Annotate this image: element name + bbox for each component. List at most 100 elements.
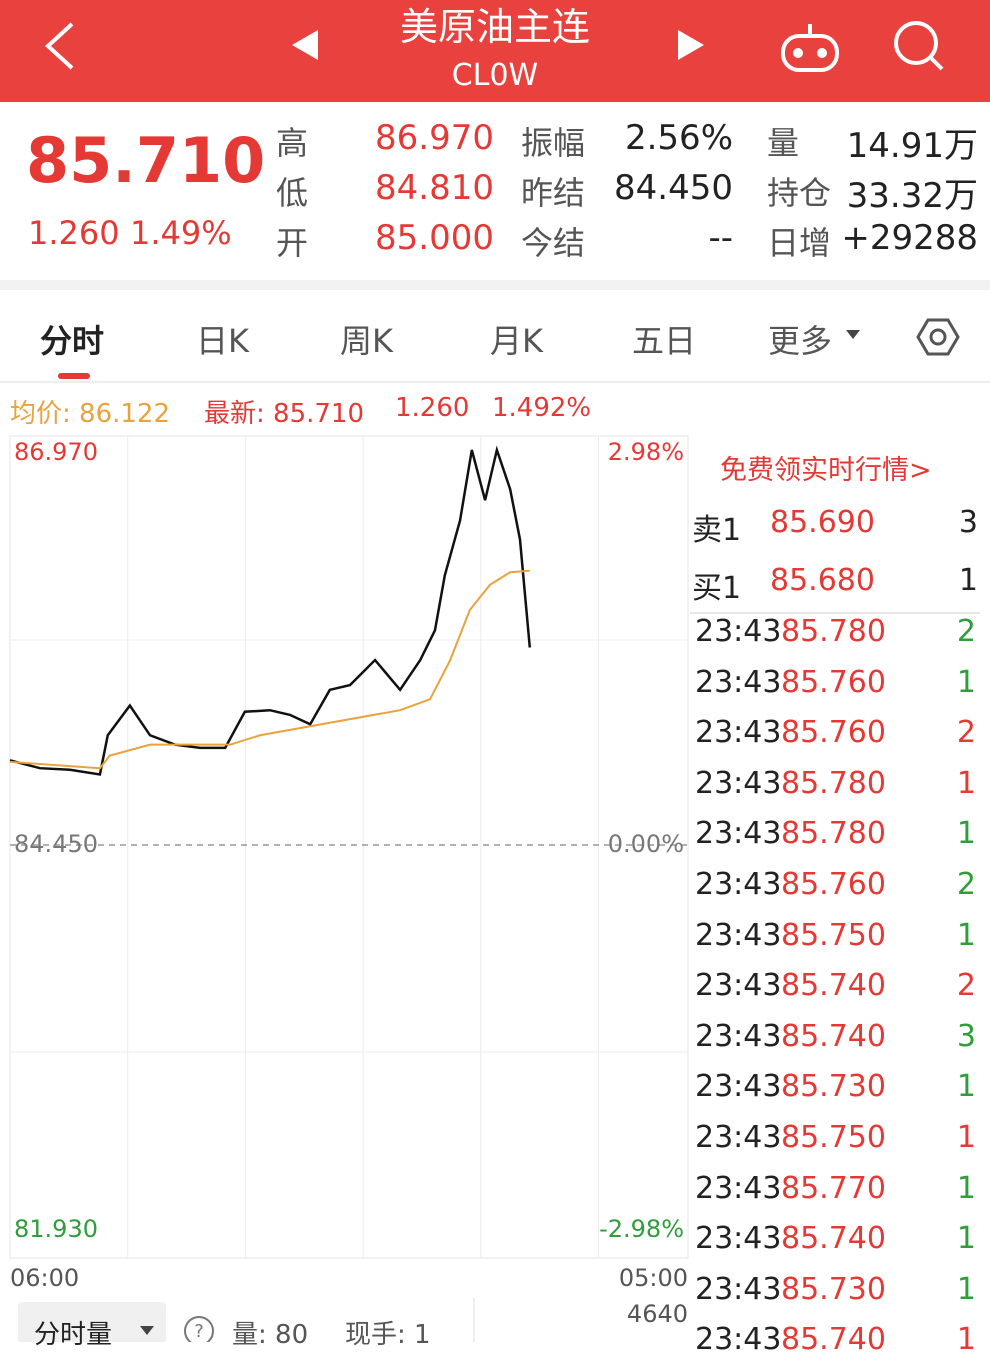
change-pct: 1.49%	[130, 214, 232, 252]
level-label: 卖1	[692, 513, 742, 548]
back-button[interactable]	[45, 22, 74, 70]
tab[interactable]: 周K	[340, 322, 393, 360]
footer-hand: 现手: 1	[345, 1320, 431, 1350]
help-mark: ?	[194, 1321, 204, 1342]
next-button[interactable]	[678, 30, 704, 60]
stat-value: 86.970	[375, 118, 494, 158]
trade-time: 23:43	[695, 1322, 782, 1357]
y2-tick-label: 0.00%	[608, 830, 684, 858]
trade-volume: 1	[956, 765, 976, 801]
promo[interactable]: 免费领实时行情>	[720, 455, 932, 486]
latest-change: 1.260	[395, 393, 470, 423]
stat-label: 今结	[521, 224, 586, 262]
trade-price: 85.740	[781, 968, 886, 1004]
stat-label: 低	[276, 174, 309, 212]
selector-arrow	[140, 1326, 154, 1335]
trade-volume: 2	[956, 867, 976, 902]
change: 1.260	[28, 214, 120, 252]
stat-value: 85.000	[375, 218, 494, 258]
trade-price: 85.760	[781, 664, 886, 700]
tab[interactable]: 日K	[196, 322, 249, 360]
trade-time: 23:43	[695, 1221, 782, 1257]
trade-time: 23:43	[695, 1120, 782, 1155]
trade-volume: 1	[956, 1170, 976, 1206]
level-volume: 3	[958, 505, 978, 540]
trade-volume: 1	[956, 816, 976, 852]
trade-time: 23:43	[695, 816, 782, 852]
trade-price: 85.760	[781, 715, 886, 751]
volume-scale: 4640	[626, 1300, 688, 1328]
plot-frame	[9, 435, 689, 1259]
trade-time: 23:43	[695, 664, 782, 700]
help-icon[interactable]	[184, 1316, 214, 1342]
trade-volume: 1	[956, 1271, 976, 1307]
tab[interactable]: 更多	[768, 322, 833, 360]
trade-price: 85.780	[781, 816, 886, 852]
trade-time: 23:43	[695, 765, 782, 801]
trade-price: 85.780	[781, 765, 886, 801]
stat-value: 84.810	[375, 168, 494, 208]
avg-price: 均价: 86.122	[10, 399, 170, 429]
stat-value: +29288	[841, 218, 978, 258]
footer-volume: 量: 80	[232, 1320, 309, 1350]
chart: 81.930 84.450 86.970 -2.98% 0.00% 2.98% 06:00 0…	[9, 435, 689, 1292]
price-line	[9, 569, 530, 770]
trade-time: 23:43	[695, 715, 782, 751]
stat-label: 量	[767, 124, 800, 162]
level-label: 买1	[692, 571, 742, 606]
y2-tick-label: -2.98%	[599, 1215, 684, 1243]
x-tick-label: 05:00	[619, 1264, 688, 1292]
tab[interactable]: 分时	[40, 322, 105, 360]
y2-tick-label: 2.98%	[608, 438, 684, 466]
selector-label[interactable]: 分时量	[34, 1320, 113, 1350]
code: CL0W	[451, 58, 539, 93]
trade-volume: 1	[956, 664, 976, 700]
trade-price: 85.770	[781, 1170, 886, 1206]
settings-icon[interactable]	[916, 318, 960, 356]
trade-volume: 1	[956, 1322, 976, 1357]
trade-volume: 1	[956, 1120, 976, 1155]
trade-time: 23:43	[695, 968, 782, 1004]
stat-value: 2.56%	[624, 118, 733, 158]
level-price: 85.690	[770, 505, 875, 540]
trade-price: 85.730	[781, 1069, 886, 1105]
trade-time: 23:43	[695, 867, 782, 902]
latest-change-pct: 1.492%	[492, 393, 592, 423]
trade-volume: 3	[956, 1018, 976, 1054]
latest-price: 最新: 85.710	[204, 399, 364, 429]
trade-volume: 2	[956, 715, 976, 751]
robot-icon[interactable]	[781, 24, 839, 72]
tab[interactable]: 五日	[632, 322, 697, 360]
stat-label: 振幅	[521, 124, 586, 162]
price: 85.710	[26, 124, 266, 197]
title: 美原油主连	[399, 5, 590, 49]
tab-decor	[0, 318, 990, 383]
stat-label: 日增	[767, 224, 832, 262]
tab-indicator	[58, 373, 90, 379]
stat-value: 84.450	[614, 168, 733, 208]
trade-price: 85.730	[781, 1271, 886, 1307]
header-icons	[45, 21, 944, 72]
trade-volume: 1	[956, 1221, 976, 1257]
price-line	[9, 445, 532, 776]
stat-value: --	[708, 218, 733, 258]
header: 美原油主连 CL0W	[0, 0, 990, 102]
more-arrow	[846, 330, 860, 339]
stat-value: 14.91万	[846, 126, 978, 166]
trade-volume: 2	[956, 968, 976, 1004]
level-volume: 1	[958, 563, 978, 598]
trade-time: 23:43	[695, 1069, 782, 1105]
book-separator	[690, 612, 980, 614]
x-tick-label: 06:00	[10, 1264, 79, 1292]
trade-volume: 2	[956, 614, 976, 649]
prev-button[interactable]	[292, 30, 318, 60]
selector-button[interactable]	[18, 1302, 166, 1342]
search-icon[interactable]	[894, 21, 944, 71]
trade-price: 85.760	[781, 867, 886, 902]
y-tick-label: 86.970	[14, 438, 98, 466]
stat-label: 持仓	[767, 174, 832, 212]
tab[interactable]: 月K	[490, 322, 543, 360]
divider	[0, 280, 990, 290]
trade-time: 23:43	[695, 917, 782, 953]
